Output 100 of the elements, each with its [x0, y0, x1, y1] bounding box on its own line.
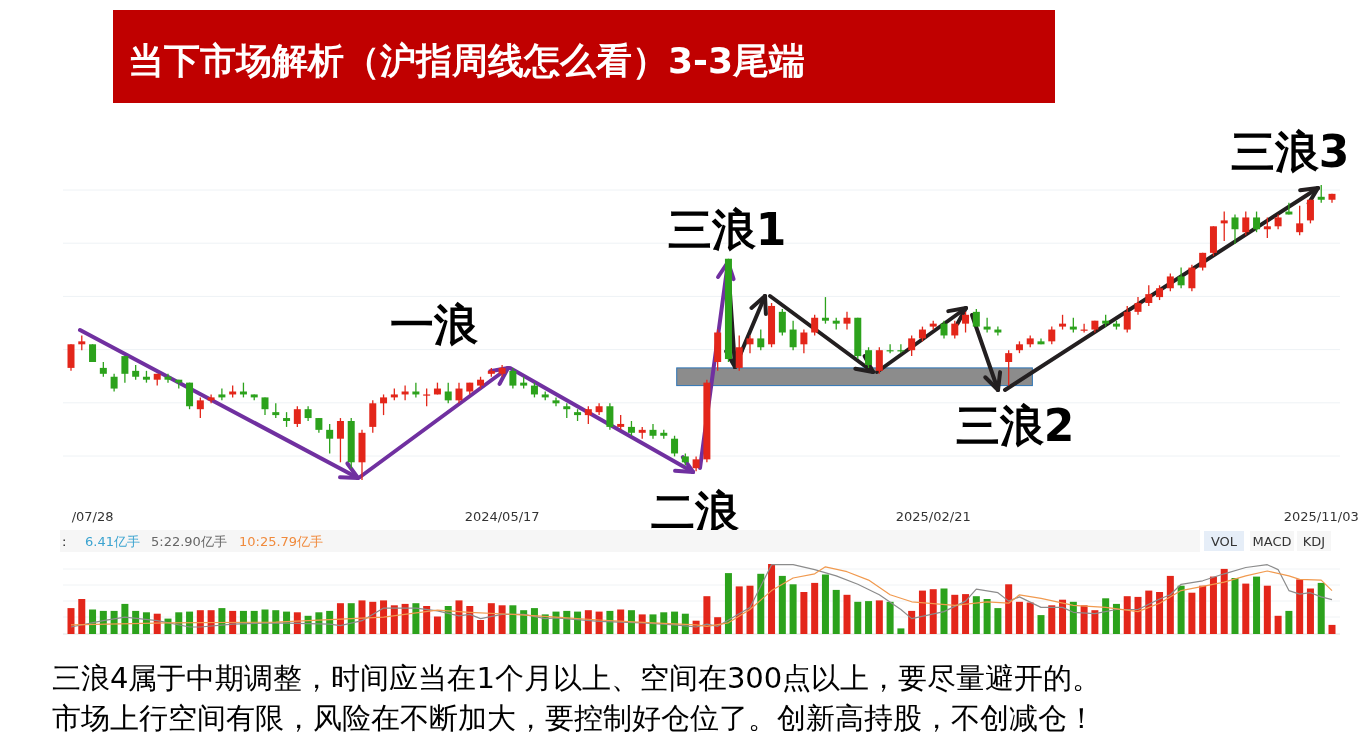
- bar: [843, 594, 851, 634]
- bar: [336, 603, 344, 634]
- bar: [412, 603, 420, 634]
- bar: [498, 605, 506, 634]
- bar: [1199, 585, 1207, 634]
- bar: [1048, 605, 1056, 634]
- bar: [789, 584, 797, 634]
- text: 5:22.90亿手: [151, 534, 227, 549]
- text: 三浪4属于中期调整，时间应当在1个月以上、空间在300点以上，要尽量避开的。: [52, 661, 1102, 695]
- bar: [1242, 583, 1250, 634]
- bar: [1328, 624, 1336, 634]
- bar: [735, 586, 743, 634]
- x-tick-label: 2024/05/17: [464, 509, 540, 524]
- bar: [897, 628, 905, 634]
- x-tick-label: 2025/11/03: [1283, 509, 1359, 524]
- bar: [584, 610, 592, 634]
- bar: [455, 600, 463, 634]
- bar: [821, 574, 829, 634]
- bar: [1037, 615, 1045, 634]
- bar: [627, 610, 635, 634]
- bar: [918, 590, 926, 634]
- text: 市场上行空间有限，风险在不断加大，要控制好仓位了。创新高持股，不创减仓！: [52, 701, 1096, 735]
- bar: [1285, 610, 1293, 634]
- bar: [951, 594, 959, 634]
- bar: [800, 592, 808, 634]
- bar: [250, 610, 258, 634]
- bar: [854, 601, 862, 634]
- bar: [832, 589, 840, 634]
- bar: [433, 616, 441, 634]
- bar: [1015, 601, 1023, 634]
- bar: [908, 610, 916, 634]
- bar: [1091, 610, 1099, 634]
- bar: [466, 606, 474, 634]
- text: KDJ: [1302, 534, 1326, 549]
- bar: [1274, 615, 1282, 634]
- bar: [865, 601, 873, 634]
- bar: [1177, 585, 1185, 634]
- text: 6.41亿手: [85, 534, 140, 549]
- bar: [487, 603, 495, 634]
- annotation: 三浪2: [955, 399, 1075, 451]
- bar: [326, 610, 334, 634]
- text: 10:25.79亿手: [239, 534, 324, 549]
- bar: [218, 608, 226, 634]
- bar: [660, 612, 668, 634]
- bar: [1231, 578, 1239, 634]
- bar: [369, 601, 377, 634]
- bar: [423, 606, 431, 634]
- bar: [746, 585, 754, 634]
- x-tick-label: 2025/02/21: [895, 509, 971, 524]
- bar: [778, 575, 786, 634]
- bar: [724, 573, 732, 634]
- bar: [1112, 603, 1120, 634]
- text: MACD: [1252, 534, 1292, 549]
- text: VOL: [1210, 534, 1238, 549]
- bar: [875, 600, 883, 634]
- bar: [940, 588, 948, 634]
- bar: [1296, 579, 1304, 634]
- bar: [962, 594, 970, 634]
- bar: [1059, 599, 1067, 634]
- bar: [983, 599, 991, 634]
- bar: [175, 612, 183, 634]
- bar: [1263, 585, 1271, 634]
- bar: [994, 608, 1002, 634]
- bar: [811, 582, 819, 634]
- text: 三浪3: [1230, 126, 1350, 177]
- bar: [886, 601, 894, 634]
- bar: [1317, 582, 1325, 634]
- bar: [757, 573, 765, 634]
- bar: [1166, 575, 1174, 634]
- text: :: [62, 534, 67, 549]
- bar: [1026, 602, 1034, 634]
- bar: [1306, 588, 1314, 634]
- bar: [78, 599, 86, 634]
- bar: [1102, 598, 1110, 634]
- annotation: 二浪: [651, 486, 740, 538]
- bar: [1156, 592, 1164, 634]
- bar: [929, 589, 937, 634]
- bar: [1209, 576, 1217, 634]
- bar: [132, 610, 140, 634]
- bar: [1069, 601, 1077, 634]
- bar: [1220, 568, 1228, 634]
- bar: [703, 596, 711, 634]
- bar: [768, 564, 776, 634]
- bar: [1134, 596, 1142, 634]
- annotation: 一浪: [390, 298, 480, 350]
- bar: [638, 614, 646, 634]
- bar: [477, 620, 485, 634]
- bar: [121, 603, 129, 634]
- bar: [563, 610, 571, 634]
- bar: [142, 612, 150, 634]
- x-tick-label: /07/28: [71, 509, 114, 524]
- bar: [509, 605, 517, 634]
- chart-title: 当下市场解析（沪指周线怎么看）3-3尾端: [128, 40, 806, 81]
- bar: [358, 600, 366, 634]
- bar: [1145, 590, 1153, 634]
- bar: [1188, 592, 1196, 634]
- bar: [1005, 584, 1013, 634]
- bar: [1123, 596, 1131, 634]
- annotation: 三浪1: [667, 203, 787, 255]
- bar: [347, 603, 355, 634]
